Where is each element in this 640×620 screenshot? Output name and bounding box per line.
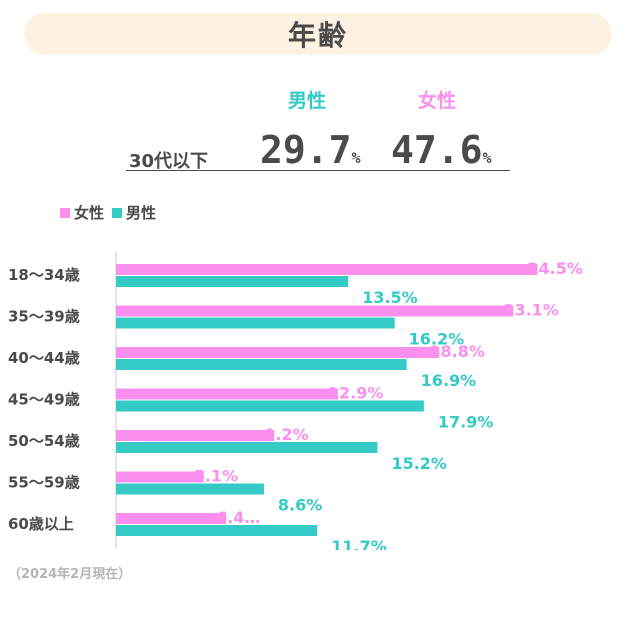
summary-female-percent: % — [482, 149, 492, 167]
value-label-male: 11.7% — [331, 537, 387, 550]
legend-item-female: 女性 — [60, 202, 104, 223]
footnote: （2024年2月現在） — [8, 567, 132, 582]
bar-male — [116, 525, 318, 536]
bar-male — [116, 359, 407, 370]
age-bar-chart: 18〜34歳 24.5% 13.5% 35〜39歳 23.1% 16.2% 40〜44歳 18… — [8, 252, 583, 550]
summary-male-percent: % — [351, 149, 361, 167]
bar-male — [116, 317, 395, 329]
bar-female — [116, 264, 538, 275]
category-label: 45〜49歳 — [8, 391, 80, 409]
summary-female-heading: 女性 — [418, 90, 457, 112]
summary-female-value: 47.6% — [391, 128, 492, 172]
bar-male — [116, 442, 378, 453]
title-banner: 年齢 — [24, 13, 612, 55]
bar-female — [116, 305, 514, 317]
value-label-female: 18.8% — [429, 342, 485, 361]
bar-male — [116, 276, 349, 287]
value-label-male: 16.9% — [421, 371, 477, 390]
value-label-female: 23.1% — [503, 301, 559, 320]
value-label-female: 12.9% — [328, 384, 384, 403]
bar-female — [116, 347, 440, 358]
bar-female — [116, 430, 275, 441]
bar-male — [116, 483, 264, 495]
bar-female — [116, 388, 338, 400]
bar-female — [116, 513, 227, 524]
value-label-male: 17.9% — [438, 413, 494, 432]
summary-female-number: 47.6 — [391, 128, 483, 172]
value-label-male: 8.6% — [278, 496, 322, 515]
value-label-male: 13.5% — [362, 288, 418, 307]
chart-legend: 女性 男性 — [60, 202, 164, 223]
value-label-female: 9.2% — [264, 425, 308, 444]
summary-male-number: 29.7 — [260, 128, 352, 172]
legend-label-female: 女性 — [74, 204, 105, 222]
legend-swatch-male — [112, 207, 123, 218]
summary-male-heading: 男性 — [288, 90, 327, 112]
summary-divider — [126, 170, 510, 171]
category-label: 35〜39歳 — [8, 308, 80, 326]
value-label-female: 5.1% — [194, 467, 238, 486]
legend-label-male: 男性 — [126, 204, 157, 222]
legend-swatch-female — [60, 207, 70, 218]
value-label-female: 6.4… — [216, 508, 260, 527]
category-label: 50〜54歳 — [8, 432, 80, 450]
category-label: 40〜44歳 — [8, 349, 80, 367]
category-label: 18〜34歳 — [8, 266, 80, 284]
value-label-male: 15.2% — [391, 454, 447, 473]
category-label: 60歳以上 — [8, 515, 74, 533]
category-label: 55〜59歳 — [8, 474, 80, 492]
summary-row-label: 30代以下 — [129, 151, 209, 172]
summary-male-value: 29.7% — [260, 128, 361, 172]
bar-female — [116, 471, 204, 483]
bar-male — [116, 400, 424, 412]
page-title: 年齢 — [287, 19, 348, 52]
legend-item-male: 男性 — [112, 202, 156, 223]
value-label-female: 24.5% — [527, 259, 583, 278]
value-label-male: 16.2% — [409, 330, 465, 349]
